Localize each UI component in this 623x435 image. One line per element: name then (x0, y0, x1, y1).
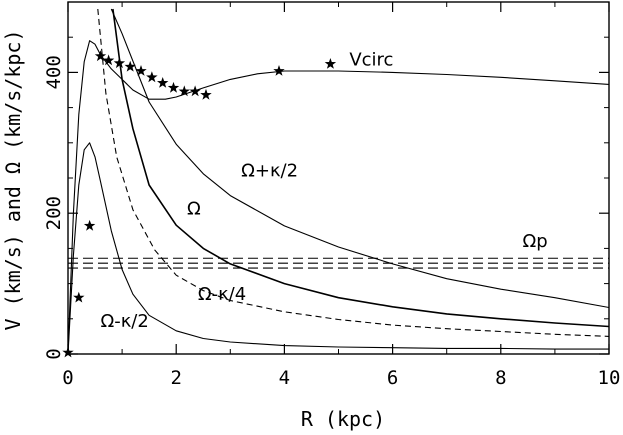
curve-label-: Ω (187, 199, 201, 220)
observed-point-star (73, 291, 85, 303)
observed-point-star (178, 85, 190, 97)
curve-label-plus-kappa-over-2: Ω+κ/2 (241, 161, 298, 182)
observed-point-star (102, 54, 115, 66)
series-line-kappa-over-4 (97, 8, 609, 337)
x-tick-label: 10 (598, 367, 621, 389)
observed-point-star (200, 88, 212, 100)
observed-point-star (167, 81, 180, 93)
observed-point-star (124, 60, 136, 72)
x-tick-label: 4 (279, 367, 290, 389)
plot-frame (67, 1, 610, 355)
observed-point-star (273, 65, 285, 76)
observed-point-star (146, 71, 158, 83)
observed-point-star (157, 77, 169, 88)
axis-ticks: 0 2 4 6 8 10 0 200 400 (43, 2, 620, 389)
series-line- (112, 8, 609, 328)
series-line-kappa-over-2 (68, 142, 609, 354)
curve-label-kappa-over-2: Ω-κ/2 (100, 311, 148, 332)
observed-points-layer (62, 50, 337, 358)
curve-label-p: Ωp (522, 231, 547, 252)
y-tick-label: 400 (43, 55, 65, 89)
curve-label-kappa-over-4: Ω-κ/4 (198, 284, 246, 305)
observed-point-star (135, 65, 147, 76)
y-tick-label: 0 (43, 348, 65, 359)
observed-point-star (113, 57, 126, 69)
series-layer (68, 8, 609, 354)
series-line-vcirc (68, 40, 609, 354)
observed-point-star (83, 219, 96, 231)
observed-point-star (324, 58, 337, 69)
curve-labels-layer: Vcirc Ω+κ/2 Ω Ωp Ω-κ/4 Ω-κ/2 (100, 49, 547, 332)
observed-point-star (189, 85, 201, 97)
x-tick-label: 2 (170, 367, 181, 389)
curve-label-vcirc: Vcirc (349, 49, 393, 70)
x-tick-label: 8 (495, 367, 506, 389)
observed-point-star (94, 50, 107, 62)
y-tick-label: 200 (43, 196, 65, 230)
series-line-plus-kappa-over-2 (110, 8, 609, 309)
y-axis-title: V (km/s) and Ω (km/s/kpc) (1, 29, 25, 330)
x-tick-label: 0 (62, 367, 73, 389)
x-axis-title: R (kpc) (301, 407, 385, 431)
x-tick-label: 6 (387, 367, 398, 389)
observed-point-star (62, 346, 74, 358)
